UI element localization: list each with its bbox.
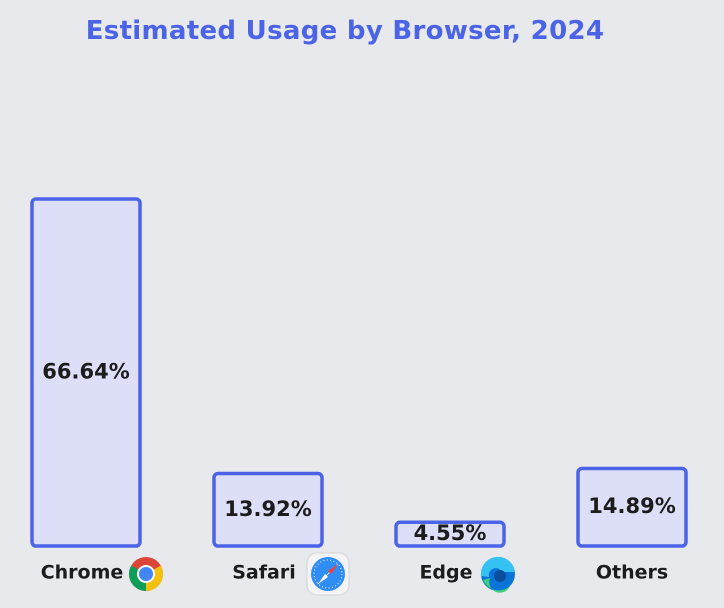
bar-edge xyxy=(394,520,506,548)
x-tick-label: Others xyxy=(596,562,668,584)
bar-value-label: 14.89% xyxy=(588,494,675,518)
x-tick-label: Chrome xyxy=(41,562,124,584)
bar-value-label: 66.64% xyxy=(42,360,129,384)
chrome-logo-icon xyxy=(129,557,163,591)
safari-compass-icon xyxy=(306,552,350,596)
x-tick-label: Safari xyxy=(232,562,295,584)
bar-chrome xyxy=(30,197,142,548)
edge-logo-icon xyxy=(480,556,515,593)
bar-others xyxy=(576,466,688,548)
bar-value-label: 13.92% xyxy=(224,497,311,521)
bar-value-label: 4.55% xyxy=(414,521,487,545)
x-tick-label: Edge xyxy=(419,562,472,584)
bar-safari xyxy=(212,471,324,548)
chart-title: Estimated Usage by Browser, 2024 xyxy=(85,16,605,46)
